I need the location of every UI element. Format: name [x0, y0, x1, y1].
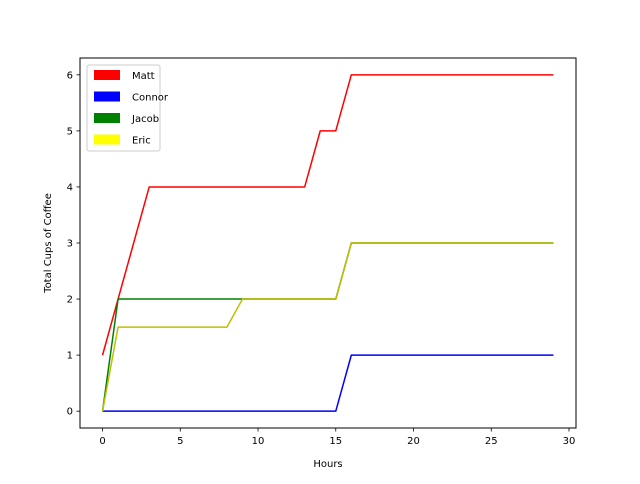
y-tick-label: 2 — [67, 295, 73, 306]
legend-label-jacob: Jacob — [131, 114, 159, 125]
legend-swatch-matt — [94, 70, 120, 80]
legend-swatch-jacob — [94, 113, 120, 123]
y-axis-ticks: 0 1 2 3 4 5 6 — [67, 70, 80, 417]
x-tick-label: 20 — [407, 436, 420, 447]
x-tick-label: 10 — [252, 436, 265, 447]
y-tick-label: 1 — [67, 351, 73, 362]
legend-label-connor: Connor — [132, 93, 169, 104]
legend-swatch-connor — [94, 92, 120, 102]
y-tick-label: 5 — [67, 126, 73, 137]
x-tick-label: 25 — [485, 436, 498, 447]
x-tick-label: 0 — [99, 436, 105, 447]
x-tick-label: 30 — [563, 436, 576, 447]
legend: Matt Connor Jacob Eric — [87, 65, 169, 151]
x-axis-ticks: 0 5 10 15 20 25 30 — [99, 428, 575, 447]
y-axis-label: Total Cups of Coffee — [43, 193, 54, 294]
y-tick-label: 6 — [67, 70, 73, 81]
x-tick-label: 15 — [329, 436, 342, 447]
legend-swatch-eric — [94, 135, 120, 145]
y-tick-label: 4 — [67, 182, 73, 193]
y-tick-label: 0 — [67, 407, 73, 418]
legend-label-eric: Eric — [132, 136, 151, 147]
y-tick-label: 3 — [67, 239, 73, 250]
x-tick-label: 5 — [177, 436, 183, 447]
legend-label-matt: Matt — [132, 71, 155, 82]
x-axis-label: Hours — [313, 459, 342, 470]
